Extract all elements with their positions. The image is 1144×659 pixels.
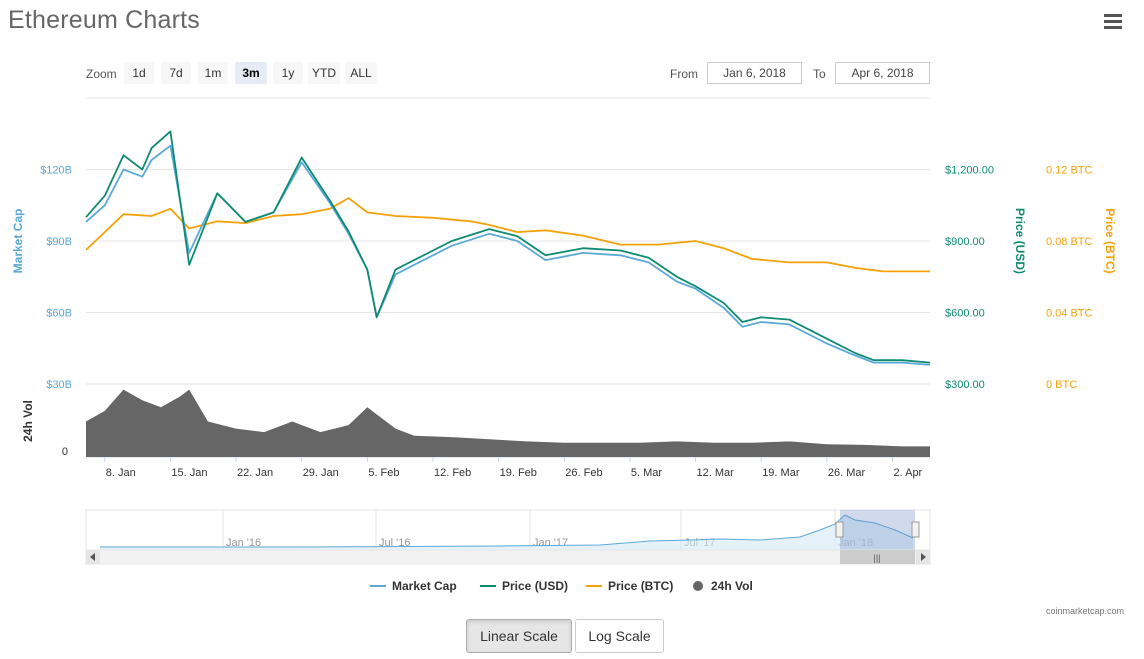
zoom-button-1y[interactable]: 1y: [273, 62, 303, 84]
price-btc-swatch: [586, 584, 602, 587]
credit-link[interactable]: coinmarketcap.com: [1045, 606, 1124, 616]
legend-label: Market Cap: [392, 579, 457, 593]
market-cap-tick-label: $120B: [40, 165, 72, 177]
volume-series: [86, 389, 930, 457]
navigator-selection: [840, 510, 915, 550]
market-cap-tick-label: $90B: [46, 236, 72, 248]
x-tick-label: 5. Mar: [631, 467, 663, 479]
zoom-button-3m[interactable]: 3m: [235, 62, 267, 84]
zoom-button-7d[interactable]: 7d: [161, 62, 191, 84]
volume-tick-label: 0: [62, 446, 68, 458]
price-usd-tick-label: $300.00: [945, 379, 985, 391]
navigator-line: [100, 514, 914, 548]
zoom-button-1d[interactable]: 1d: [124, 62, 154, 84]
price-usd-axis-title: Price (USD): [1013, 208, 1027, 274]
navigator-scrollbar-track: [85, 549, 931, 565]
price-btc-tick-label: 0.12 BTC: [1046, 165, 1093, 177]
price-btc-tick-label: 0.04 BTC: [1046, 308, 1093, 320]
to-label: To: [813, 67, 826, 81]
from-date-input[interactable]: Jan 6, 2018: [707, 62, 802, 84]
price-btc-axis-title: Price (BTC): [1103, 208, 1117, 273]
legend-label: 24h Vol: [711, 579, 753, 593]
zoom-button-ytd[interactable]: YTD: [308, 62, 340, 84]
zoom-label: Zoom: [86, 67, 117, 81]
from-label: From: [670, 67, 698, 81]
price-btc-tick-label: 0.08 BTC: [1046, 236, 1093, 248]
x-tick-label: 19. Feb: [500, 467, 537, 479]
x-tick-label: 22. Jan: [237, 467, 273, 479]
navigator-tick-label: Jan '16: [226, 537, 261, 549]
navigator-scrollbar-thumb: [840, 550, 915, 564]
log-scale-button[interactable]: Log Scale: [575, 619, 664, 653]
navigator-area: [100, 515, 913, 550]
x-tick-label: 19. Mar: [762, 467, 800, 479]
legend-item-price-btc[interactable]: Price (BTC): [586, 579, 673, 593]
price-usd-swatch: [480, 584, 496, 587]
scroll-left-arrow-icon: [90, 553, 95, 561]
x-tick-label: 26. Feb: [565, 467, 602, 479]
price-usd-tick-label: $600.00: [945, 308, 985, 320]
volume-axis-title: 24h Vol: [21, 400, 35, 442]
x-tick-label: 8. Jan: [106, 467, 136, 479]
zoom-button-all[interactable]: ALL: [345, 62, 377, 84]
legend-item-market-cap[interactable]: Market Cap: [370, 579, 457, 593]
market-cap-axis-title: Market Cap: [11, 209, 25, 274]
price-btc-line: [85, 197, 930, 273]
zoom-button-1m[interactable]: 1m: [198, 62, 228, 84]
scroll-right-arrow-icon: [921, 553, 926, 561]
legend-label: Price (USD): [502, 579, 569, 593]
price-btc-tick-label: 0 BTC: [1046, 379, 1077, 391]
legend-label: Price (BTC): [608, 579, 674, 593]
to-date-input[interactable]: Apr 6, 2018: [835, 62, 930, 84]
price-usd-line: [85, 130, 931, 364]
x-tick-label: 15. Jan: [171, 467, 207, 479]
legend-item-price-usd[interactable]: Price (USD): [480, 579, 568, 593]
volume-swatch: [693, 580, 703, 591]
price-usd-tick-label: $900.00: [945, 236, 985, 248]
x-tick-label: 29. Jan: [303, 467, 339, 479]
x-tick-label: 2. Apr: [893, 467, 922, 479]
x-tick-label: 26. Mar: [828, 467, 866, 479]
market-cap-line: [85, 144, 931, 366]
page-title: Ethereum Charts: [8, 6, 200, 34]
market-cap-tick-label: $30B: [46, 379, 72, 391]
market-cap-swatch: [370, 584, 386, 587]
navigator-handle-left: [835, 521, 844, 538]
price-series: [85, 130, 931, 366]
volume-area: [86, 389, 930, 457]
grid-lines: [86, 97, 930, 458]
ethereum-chart[interactable]: $30B $60B $90B $120B Market Cap $300.00 $600.0…: [0, 0, 1144, 575]
legend-item-volume[interactable]: 24h Vol: [693, 579, 753, 593]
x-tick-label: 12. Mar: [697, 467, 735, 479]
x-tick-label: 12. Feb: [434, 467, 471, 479]
axes: $30B $60B $90B $120B Market Cap $300.00 $600.0…: [11, 165, 1117, 480]
scrollbar-grip-icon: |||: [873, 553, 880, 563]
linear-scale-button[interactable]: Linear Scale: [466, 619, 572, 653]
navigator-handle-right: [911, 521, 920, 538]
market-cap-tick-label: $60B: [46, 308, 72, 320]
x-tick-label: 5. Feb: [368, 467, 399, 479]
hamburger-menu-icon[interactable]: [1104, 14, 1122, 30]
price-usd-tick-label: $1,200.00: [945, 165, 994, 177]
